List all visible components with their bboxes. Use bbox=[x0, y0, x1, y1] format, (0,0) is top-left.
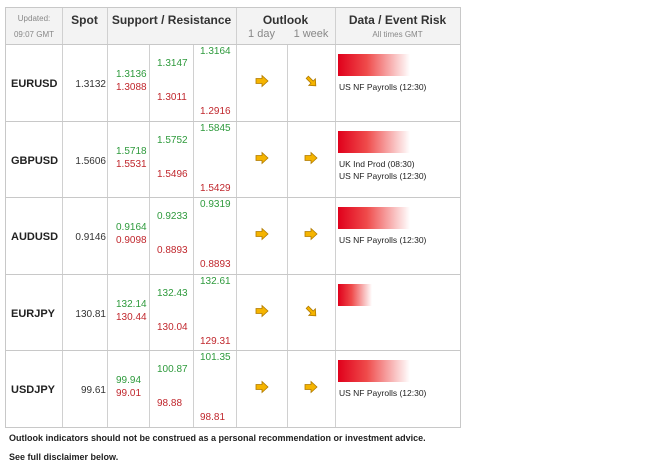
divider bbox=[107, 8, 108, 427]
spot-price: 1.3132 bbox=[75, 79, 106, 90]
right-arrow-icon bbox=[304, 380, 318, 394]
resistance-2: 132.43 bbox=[157, 287, 188, 299]
support-3: 1.2916 bbox=[200, 106, 231, 117]
resistance-3: 1.5845 bbox=[200, 122, 231, 134]
outlook-1week-header: 1 week bbox=[293, 28, 329, 40]
resistance-2: 1.5752 bbox=[157, 134, 188, 146]
currency-pair[interactable]: EURJPY bbox=[11, 307, 56, 320]
support-2: 1.5496 bbox=[157, 168, 188, 180]
market-outlook-table: Updated: 09:07 GMT Spot Support / Resist… bbox=[5, 7, 461, 428]
resistance-1: 132.14 bbox=[116, 298, 147, 310]
support-3: 0.8893 bbox=[200, 259, 231, 270]
spot-header: Spot bbox=[71, 13, 98, 27]
event-item: US NF Payrolls (12:30) bbox=[339, 82, 427, 92]
resistance-2: 100.87 bbox=[157, 364, 188, 375]
support-3: 129.31 bbox=[200, 335, 231, 347]
updated-label: Updated: bbox=[17, 14, 51, 23]
event-risk-bar bbox=[338, 130, 410, 153]
spot-price: 0.9146 bbox=[75, 232, 106, 243]
resistance-1: 1.3136 bbox=[116, 69, 147, 80]
currency-pair[interactable]: GBPUSD bbox=[11, 154, 59, 167]
down-right-arrow-icon bbox=[304, 74, 318, 88]
right-arrow-icon bbox=[255, 151, 269, 165]
updated-time: 09:07 GMT bbox=[13, 30, 54, 39]
resistance-3: 132.61 bbox=[200, 275, 231, 287]
support-2: 0.8893 bbox=[157, 245, 188, 256]
disclaimer-line-1: Outlook indicators should not be constru… bbox=[9, 433, 426, 443]
right-arrow-icon bbox=[255, 227, 269, 241]
divider bbox=[193, 44, 194, 427]
all-times-gmt-note: All times GMT bbox=[372, 30, 423, 39]
support-2: 1.3011 bbox=[157, 92, 187, 103]
resistance-1: 1.5718 bbox=[116, 145, 147, 157]
divider bbox=[6, 197, 460, 198]
divider bbox=[6, 44, 460, 45]
support-1: 130.44 bbox=[116, 311, 147, 323]
event-item: US NF Payrolls (12:30) bbox=[339, 170, 427, 181]
event-item: US NF Payrolls (12:30) bbox=[339, 388, 427, 398]
right-arrow-icon bbox=[255, 74, 269, 88]
resistance-1: 0.9164 bbox=[116, 222, 147, 233]
divider bbox=[149, 44, 150, 427]
event-risk-bar bbox=[338, 207, 410, 229]
divider bbox=[62, 8, 63, 427]
support-2: 98.88 bbox=[157, 398, 183, 409]
currency-pair[interactable]: AUDUSD bbox=[11, 231, 59, 243]
resistance-2: 0.9233 bbox=[157, 211, 188, 222]
divider bbox=[6, 121, 460, 122]
divider bbox=[236, 8, 237, 427]
divider bbox=[335, 8, 336, 427]
divider bbox=[287, 44, 288, 427]
right-arrow-icon bbox=[255, 304, 269, 318]
event-item: UK Ind Prod (08:30) bbox=[339, 158, 415, 169]
support-1: 0.9098 bbox=[116, 235, 147, 246]
event-risk-bar bbox=[338, 54, 410, 76]
currency-pair[interactable]: EURUSD bbox=[11, 78, 58, 90]
support-1: 99.01 bbox=[116, 388, 142, 399]
spot-price: 99.61 bbox=[80, 385, 106, 396]
resistance-3: 101.35 bbox=[200, 352, 231, 363]
event-risk-bar bbox=[338, 360, 410, 382]
resistance-2: 1.3147 bbox=[157, 58, 188, 69]
support-2: 130.04 bbox=[157, 321, 188, 333]
table-header-background bbox=[6, 8, 460, 44]
down-right-arrow-icon bbox=[304, 304, 318, 318]
event-risk-bar bbox=[338, 283, 372, 306]
spot-price: 1.5606 bbox=[75, 155, 106, 167]
data-event-risk-header: Data / Event Risk bbox=[348, 13, 447, 27]
event-item: US NF Payrolls (12:30) bbox=[339, 235, 427, 245]
currency-pair[interactable]: USDJPY bbox=[11, 384, 56, 396]
divider bbox=[6, 274, 460, 275]
right-arrow-icon bbox=[255, 380, 269, 394]
outlook-1day-header: 1 day bbox=[248, 28, 275, 40]
resistance-3: 0.9319 bbox=[200, 199, 231, 210]
right-arrow-icon bbox=[304, 227, 318, 241]
divider bbox=[6, 350, 460, 351]
support-resistance-header: Support / Resistance bbox=[111, 13, 232, 27]
support-1: 1.3088 bbox=[116, 82, 147, 93]
right-arrow-icon bbox=[304, 151, 318, 165]
disclaimer-link[interactable]: See full disclaimer below. bbox=[9, 452, 119, 462]
support-3: 98.81 bbox=[200, 412, 226, 423]
resistance-1: 99.94 bbox=[116, 375, 142, 386]
resistance-3: 1.3164 bbox=[200, 46, 231, 57]
outlook-header: Outlook bbox=[262, 13, 309, 27]
support-1: 1.5531 bbox=[116, 158, 147, 170]
support-3: 1.5429 bbox=[200, 182, 231, 194]
spot-price: 130.81 bbox=[75, 308, 106, 320]
